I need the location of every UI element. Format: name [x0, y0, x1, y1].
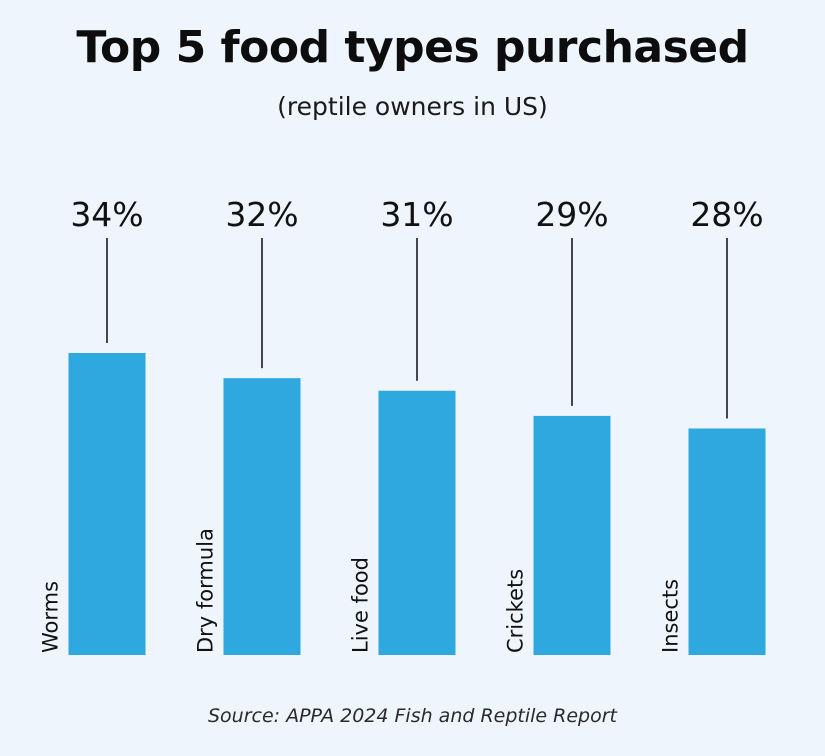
bar-group-live-food: 31% Live food [349, 195, 456, 655]
data-label: 31% [380, 195, 453, 234]
bar-group-dry-formula: 32% Dry formula [194, 195, 301, 655]
bar [378, 390, 456, 655]
category-label: Crickets [504, 569, 528, 653]
bar-group-worms: 34% Worms [39, 195, 146, 655]
chart-title: Top 5 food types purchased [76, 22, 749, 73]
category-label: Insects [659, 579, 683, 653]
category-label: Worms [39, 581, 63, 653]
bar [223, 378, 301, 655]
chart-subtitle: (reptile owners in US) [277, 92, 548, 121]
data-label: 29% [535, 195, 608, 234]
bar-group-crickets: 29% Crickets [504, 195, 611, 655]
source-note: Source: APPA 2024 Fish and Reptile Repor… [207, 705, 617, 727]
category-label: Live food [349, 557, 373, 653]
bar [68, 353, 146, 655]
data-label: 32% [225, 195, 298, 234]
bar-group-insects: 28% Insects [659, 195, 766, 655]
bar [688, 428, 766, 655]
data-label: 28% [690, 195, 763, 234]
data-label: 34% [70, 195, 143, 234]
bar [533, 415, 611, 655]
category-label: Dry formula [194, 528, 218, 653]
